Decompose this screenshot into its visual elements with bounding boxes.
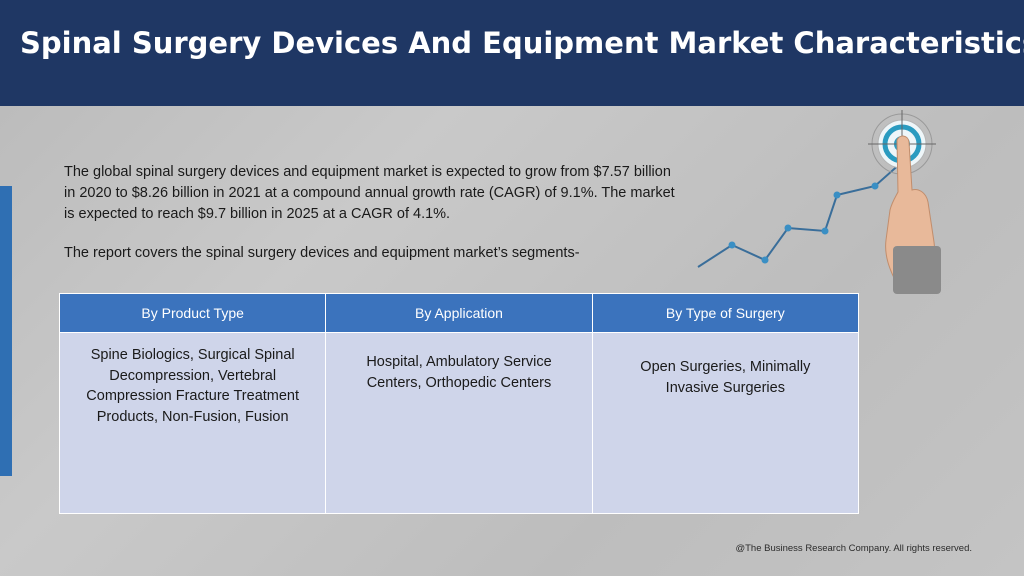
page-title: Spinal Surgery Devices And Equipment Mar… [20,26,1024,60]
segment-body: Open Surgeries, Minimally Invasive Surge… [592,333,858,513]
segment-column-application: By Application Hospital, Ambulatory Serv… [326,294,593,513]
intro-paragraph-growth: The global spinal surgery devices and eq… [64,164,675,222]
segment-column-product-type: By Product Type Spine Biologics, Surgica… [60,294,327,513]
segment-body: Spine Biologics, Surgical Spinal Decompr… [60,333,326,513]
left-accent-bar [0,186,12,476]
pointing-hand-icon [885,135,941,294]
growth-line-icon [697,161,903,268]
intro-paragraph-segments: The report covers the spinal surgery dev… [64,245,580,261]
title-bar: Spinal Surgery Devices And Equipment Mar… [0,0,1024,106]
segment-header: By Product Type [60,294,326,333]
intro-text: The global spinal surgery devices and eq… [64,162,684,264]
copyright-notice: @The Business Research Company. All righ… [735,543,972,554]
growth-target-illustration [697,110,941,294]
segment-column-type-of-surgery: By Type of Surgery Open Surgeries, Minim… [592,294,858,513]
segment-header: By Application [326,294,592,333]
segment-body: Hospital, Ambulatory Service Centers, Or… [326,333,592,513]
segments-table: By Product Type Spine Biologics, Surgica… [59,293,859,514]
segment-header: By Type of Surgery [592,294,858,333]
